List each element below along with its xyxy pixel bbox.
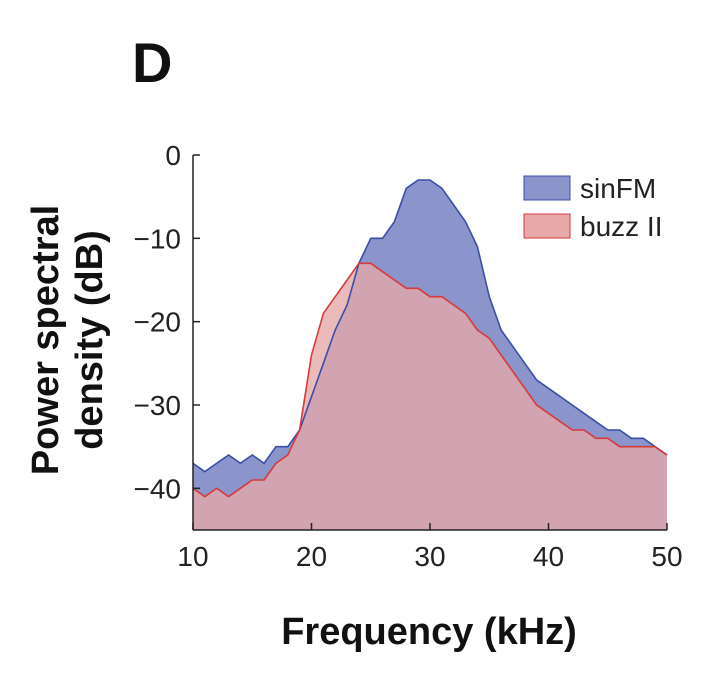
series-area-buzz: [193, 263, 667, 530]
series-line-buzz: [192, 262, 668, 498]
legend-swatch-sinfm: [523, 175, 571, 201]
legend-swatch-buzz: [523, 213, 571, 239]
x-tick-label: 20: [296, 541, 327, 572]
series-line-sinfm: [192, 179, 668, 473]
x-axis-label: Frequency (kHz): [281, 611, 577, 653]
x-tick-label: 10: [177, 541, 208, 572]
x-tick-label: 50: [651, 541, 682, 572]
y-axis-label-line-1: Power spectral: [25, 205, 67, 475]
x-tick-label: 40: [533, 541, 564, 572]
y-axis-label: Power spectral density (dB): [25, 205, 111, 475]
plot-area: 10 20 30 40 50 0 −10 −20 −30 −40: [134, 140, 683, 572]
legend: sinFM buzz II: [523, 173, 662, 242]
x-tick-label: 30: [414, 541, 445, 572]
legend-label-buzz: buzz II: [580, 211, 662, 242]
series-layer: [192, 179, 668, 530]
panel-letter: D: [132, 31, 172, 94]
y-tick-label: −10: [134, 223, 182, 254]
ticks-layer: 10 20 30 40 50 0 −10 −20 −30 −40: [134, 140, 683, 572]
y-tick-label: −20: [134, 307, 182, 338]
y-tick-label: −40: [134, 473, 182, 504]
y-tick-label: −30: [134, 390, 182, 421]
legend-label-sinfm: sinFM: [580, 173, 656, 204]
y-tick-label: 0: [165, 140, 181, 171]
y-axis-label-line-2: density (dB): [69, 230, 111, 450]
